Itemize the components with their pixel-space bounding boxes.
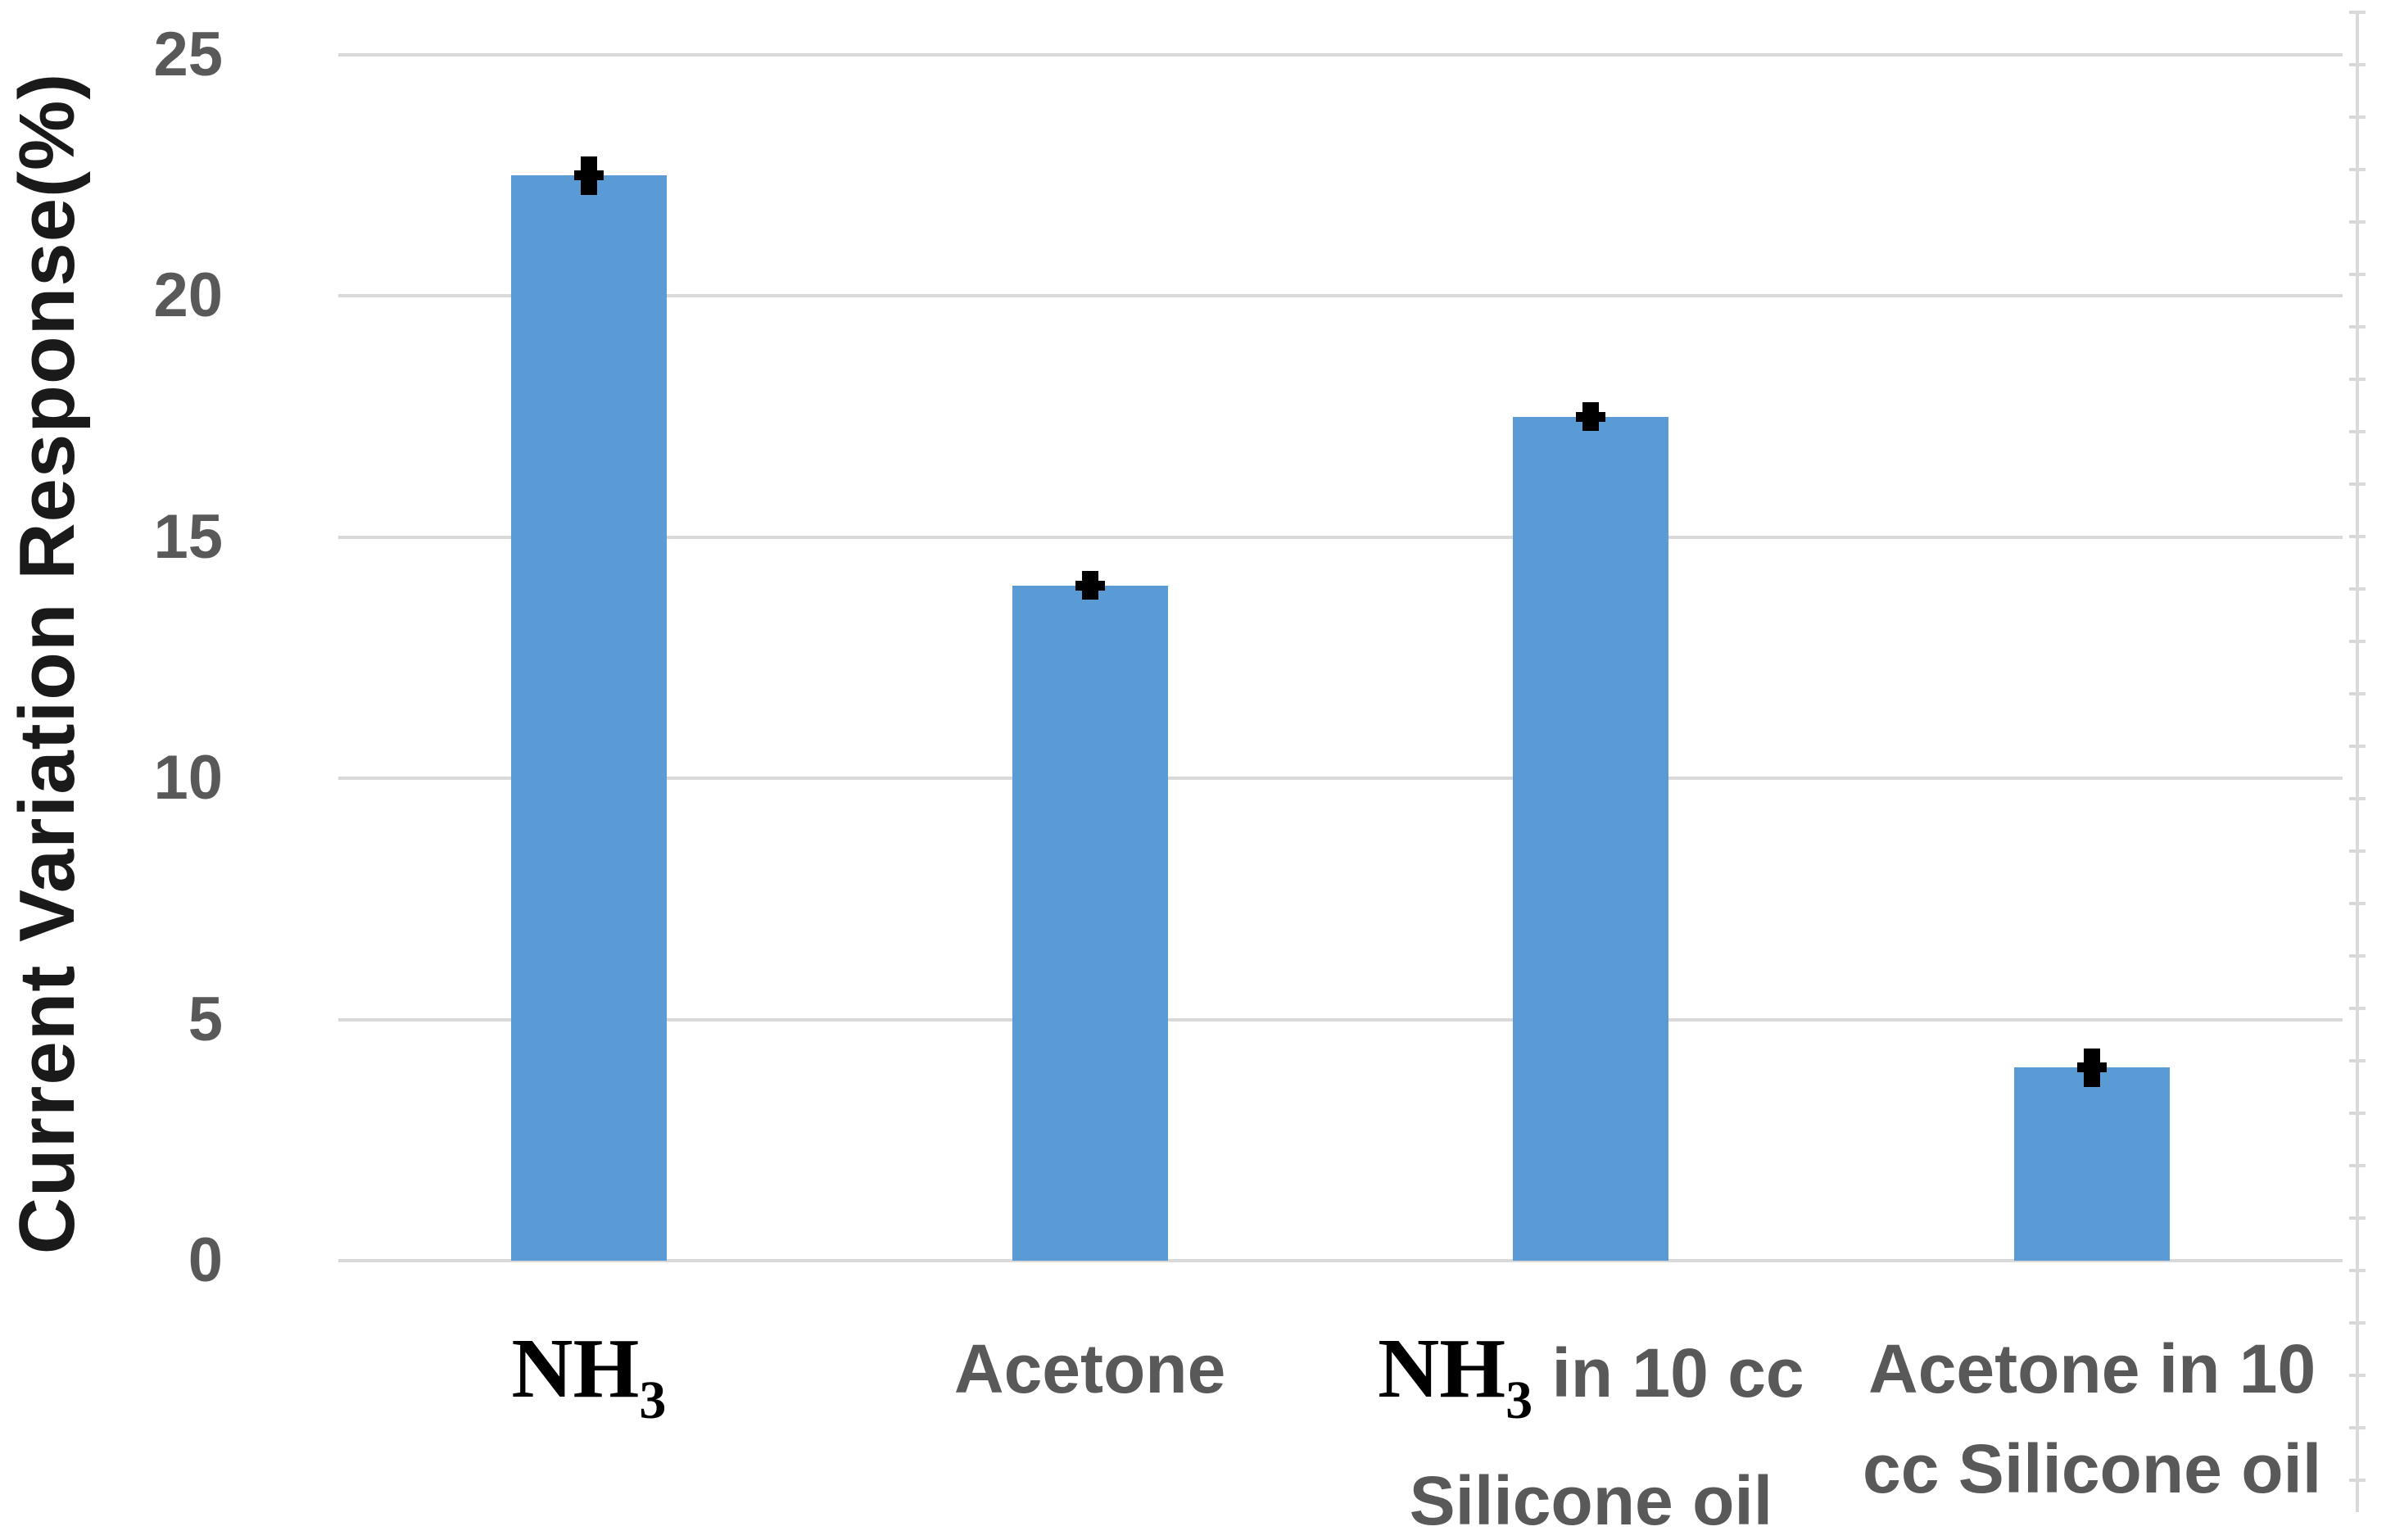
right-axis-minor-tick <box>2349 1479 2366 1482</box>
x-category-label-line: Acetone in 10 <box>1822 1319 2362 1419</box>
y-tick-label: 25 <box>153 20 223 89</box>
right-axis-minor-tick <box>2349 902 2366 905</box>
chemical-formula-text: NH <box>511 1321 640 1415</box>
right-axis-minor-tick <box>2349 954 2366 958</box>
right-axis-minor-tick <box>2349 640 2366 643</box>
error-bar-mean-dash <box>1075 580 1105 591</box>
right-axis-line <box>2356 11 2359 1512</box>
gridline-y-5 <box>338 1017 2343 1021</box>
gridline-y-0 <box>338 1259 2343 1262</box>
gridline-y-15 <box>338 535 2343 539</box>
x-category-label: NH3 <box>319 1319 859 1451</box>
right-axis-minor-tick <box>2349 63 2366 66</box>
label-text: cc Silicone oil <box>1863 1430 2322 1507</box>
right-axis-minor-tick <box>2349 273 2366 276</box>
right-axis-minor-tick <box>2349 378 2366 381</box>
y-tick-label: 5 <box>188 984 223 1054</box>
error-bar-mean-dash <box>1576 411 1606 422</box>
right-axis-minor-tick <box>2349 430 2366 433</box>
y-axis-title: Current Variation Response(%) <box>3 72 91 1255</box>
right-axis-minor-tick <box>2349 1112 2366 1115</box>
right-axis-minor-tick <box>2349 1374 2366 1377</box>
right-axis-minor-tick <box>2349 482 2366 486</box>
y-tick-label: 0 <box>188 1225 223 1295</box>
gridline-y-10 <box>338 777 2343 781</box>
label-text: Acetone in 10 <box>1868 1330 2316 1407</box>
x-category-label-line: NH3 in 10 cc <box>1320 1319 1861 1451</box>
right-axis-minor-tick <box>2349 1216 2366 1220</box>
x-category-label-line: NH3 <box>319 1319 859 1451</box>
chemical-formula-text: NH <box>1378 1321 1506 1415</box>
right-axis-minor-tick <box>2349 1007 2366 1010</box>
y-tick-label: 20 <box>153 260 223 331</box>
y-tick-label: 10 <box>153 743 223 813</box>
right-axis-minor-tick <box>2349 535 2366 538</box>
right-axis-minor-tick <box>2349 11 2366 14</box>
error-bar <box>1576 401 1606 432</box>
gridline-y-25 <box>338 53 2343 57</box>
bar <box>1012 585 1168 1261</box>
bar <box>510 175 667 1261</box>
label-text: Acetone <box>953 1330 1226 1407</box>
right-axis-minor-tick <box>2349 1426 2366 1429</box>
label-text: in 10 cc <box>1533 1334 1804 1411</box>
error-bar-mean-dash <box>2077 1062 2108 1073</box>
x-category-label-line: cc Silicone oil <box>1822 1419 2362 1519</box>
x-category-label: Acetone in 10 cc Silicone oil <box>1822 1319 2362 1519</box>
right-axis-minor-tick <box>2349 168 2366 171</box>
chemical-formula-text: 3 <box>1505 1370 1533 1430</box>
error-bar <box>2077 1048 2108 1088</box>
x-category-label: Acetone <box>820 1319 1361 1419</box>
right-axis-minor-tick <box>2349 1321 2366 1325</box>
gridline-y-20 <box>338 294 2343 298</box>
right-axis-minor-tick <box>2349 1269 2366 1272</box>
label-text: Silicone oil <box>1409 1462 1773 1539</box>
right-axis-minor-tick <box>2349 849 2366 853</box>
x-category-label-line: Acetone <box>820 1319 1361 1419</box>
right-axis-minor-tick <box>2349 797 2366 800</box>
chemical-formula-text: 3 <box>639 1370 667 1430</box>
error-bar-mean-dash <box>573 170 604 181</box>
right-axis-minor-tick <box>2349 116 2366 119</box>
right-axis-minor-tick <box>2349 692 2366 695</box>
right-axis-minor-tick <box>2349 325 2366 328</box>
right-axis-minor-tick <box>2349 745 2366 748</box>
x-category-label: NH3 in 10 cc Silicone oil <box>1320 1319 1861 1540</box>
error-bar <box>1075 571 1105 600</box>
right-axis-minor-tick <box>2349 587 2366 591</box>
bar <box>2014 1067 2171 1261</box>
y-tick-label: 15 <box>153 501 223 572</box>
error-bar <box>573 156 604 195</box>
x-category-label-line: Silicone oil <box>1320 1451 1861 1540</box>
right-axis-minor-tick <box>2349 220 2366 224</box>
right-axis-minor-tick <box>2349 1164 2366 1167</box>
right-axis-minor-tick <box>2349 1059 2366 1062</box>
bar <box>1513 416 1669 1261</box>
